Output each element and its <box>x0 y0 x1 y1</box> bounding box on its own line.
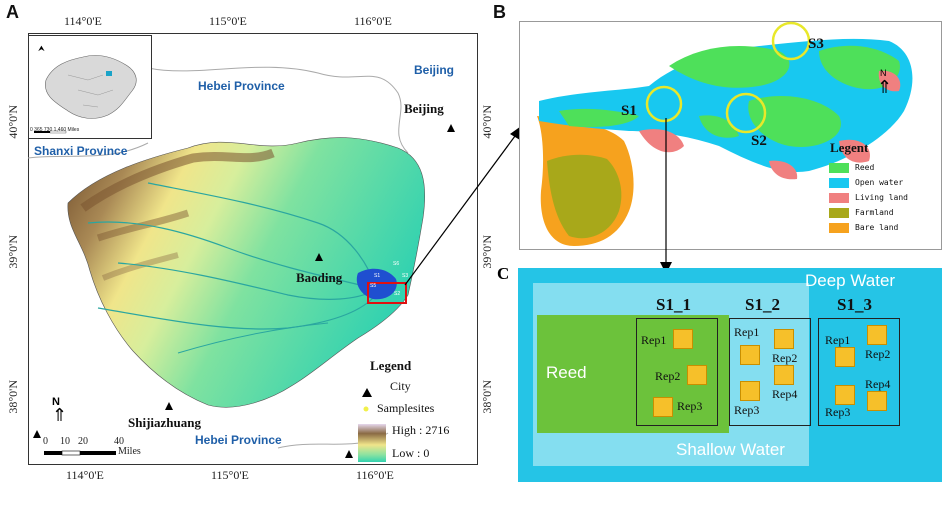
inset-north-arrow: ⮝ <box>38 44 45 53</box>
north-arrow-a-label: N <box>52 396 60 408</box>
rep-square-s1-3-4 <box>835 385 855 405</box>
legend-a-city: City <box>390 379 411 393</box>
legend-b-swatch-bare-land <box>829 222 849 233</box>
rep-label-s1-1-3: Rep3 <box>677 399 703 413</box>
legend-a-samplesites: Samplesites <box>377 401 435 415</box>
label-city-baoding: Baoding <box>296 270 343 285</box>
lon-tick-bottom-114: 114°0'E <box>66 468 104 482</box>
scale-20: 20 <box>78 436 88 447</box>
label-beijing-province: Beijing <box>414 63 455 77</box>
label-hebei-province-bottom: Hebei Province <box>195 433 282 447</box>
panel-label-a: A <box>6 2 19 22</box>
rep-label-s1-3-4: Rep4 <box>865 377 891 391</box>
inset-scale-text: 0 365 730 1,460 Miles <box>30 127 80 133</box>
legend-b-label-bare-land: Bare land <box>855 223 899 232</box>
legend-b-swatch-open-water <box>829 177 849 188</box>
scale-40: 40 <box>114 436 124 447</box>
legend-b-title: Legent <box>830 140 869 155</box>
lat-tick-right-38: 38°0'N <box>480 380 494 414</box>
label-shallow-water: Shallow Water <box>676 440 785 459</box>
legend-b-item-bare-land: Bare land <box>829 220 908 235</box>
legend-b-label-living-land: Living land <box>855 193 908 202</box>
group-title-s1-1: S1_1 <box>656 295 691 314</box>
panel-label-b: B <box>493 2 506 22</box>
lon-tick-bottom-115: 115°0'E <box>211 468 249 482</box>
scale-10: 10 <box>60 436 70 447</box>
lon-tick-bottom-116: 116°0'E <box>356 468 394 482</box>
legend-b-label-reed: Reed <box>855 163 875 172</box>
legend-a-title: Legend <box>370 358 412 373</box>
rep-label-s1-2-4: Rep4 <box>772 387 798 401</box>
site-label-b-s2: S2 <box>751 133 767 149</box>
lon-tick-top-114: 114°0'E <box>64 14 102 28</box>
landuse-map-b <box>519 21 942 250</box>
legend-b-list: Reed Open water Living land Farmland Bar… <box>829 160 908 235</box>
rep-label-s1-1-1: Rep1 <box>641 333 667 347</box>
rep-square-s1-1-3 <box>653 397 673 417</box>
legend-b-swatch-reed <box>829 162 849 173</box>
legend-a-low: Low : 0 <box>392 446 430 460</box>
rep-label-s1-3-1: Rep1 <box>825 333 851 347</box>
legend-b-swatch-living-land <box>829 192 849 203</box>
rep-label-s1-2-2: Rep2 <box>772 351 798 365</box>
site-label-b-s3: S3 <box>808 36 824 52</box>
lat-tick-left-39: 39°0'N <box>6 235 20 269</box>
lat-tick-left-38: 38°0'N <box>6 380 20 414</box>
connector-arrow-a-b <box>404 124 524 286</box>
rep-square-s1-3-1 <box>867 325 887 345</box>
rep-label-s1-2-1: Rep1 <box>734 325 760 339</box>
map-a-frame <box>28 33 478 465</box>
legend-b-item-farmland: Farmland <box>829 205 908 220</box>
rep-square-s1-2-1 <box>774 329 794 349</box>
rep-label-s1-2-3: Rep3 <box>734 403 760 417</box>
china-inset-map: ⮝ <box>28 35 152 139</box>
group-title-s1-3: S1_3 <box>837 295 872 314</box>
connector-arrow-b-c <box>660 118 672 274</box>
label-shanxi-province: Shanxi Province <box>34 144 128 158</box>
panel-label-c: C <box>497 264 510 283</box>
site-label-b-s1: S1 <box>621 103 637 119</box>
site-label-s2: S2 <box>394 291 401 297</box>
group-box-s1-2: Rep1 Rep2 Rep4 Rep3 <box>729 318 811 426</box>
site-label-s1: S1 <box>374 273 381 279</box>
legend-b-item-reed: Reed <box>829 160 908 175</box>
lat-tick-left-40: 40°0'N <box>6 105 20 139</box>
group-title-s1-2: S1_2 <box>745 295 780 314</box>
rep-square-s1-1-1 <box>673 329 693 349</box>
rep-square-s1-3-3 <box>867 391 887 411</box>
group-box-s1-3: Rep1 Rep2 Rep4 Rep3 <box>818 318 900 426</box>
site-label-s5: S5 <box>370 283 377 289</box>
north-arrow-b-label: N <box>880 68 887 78</box>
label-city-shijiazhuang: Shijiazhuang <box>128 415 201 430</box>
group-box-s1-1: Rep1 Rep2 Rep3 <box>636 318 718 426</box>
lon-tick-top-116: 116°0'E <box>354 14 392 28</box>
rep-square-s1-2-4 <box>740 381 760 401</box>
label-hebei-province-top: Hebei Province <box>198 79 285 93</box>
rep-label-s1-3-3: Rep3 <box>825 405 851 419</box>
lon-tick-top-115: 115°0'E <box>209 14 247 28</box>
label-reed: Reed <box>546 363 587 382</box>
site-label-s3: S3 <box>402 273 409 279</box>
legend-b-label-farmland: Farmland <box>855 208 894 217</box>
legend-b-swatch-farmland <box>829 207 849 218</box>
rep-square-s1-2-2 <box>740 345 760 365</box>
legend-b-item-living-land: Living land <box>829 190 908 205</box>
site-label-s6: S6 <box>393 261 400 267</box>
legend-b-item-open-water: Open water <box>829 175 908 190</box>
legend-b-label-open-water: Open water <box>855 178 904 187</box>
label-deep-water: Deep Water <box>805 271 896 290</box>
rep-square-s1-3-2 <box>835 347 855 367</box>
north-arrow-b-icon: ⇑ <box>877 77 893 97</box>
scale-0: 0 <box>43 436 48 447</box>
rep-square-s1-1-2 <box>687 365 707 385</box>
legend-a-high: High : 2716 <box>392 423 450 437</box>
rep-label-s1-1-2: Rep2 <box>655 369 681 383</box>
rep-square-s1-2-3 <box>774 365 794 385</box>
label-city-beijing: Beijing <box>404 101 444 116</box>
scale-unit: Miles <box>118 446 141 457</box>
rep-label-s1-3-2: Rep2 <box>865 347 891 361</box>
north-arrow-a-icon: ⇑ <box>52 405 68 425</box>
